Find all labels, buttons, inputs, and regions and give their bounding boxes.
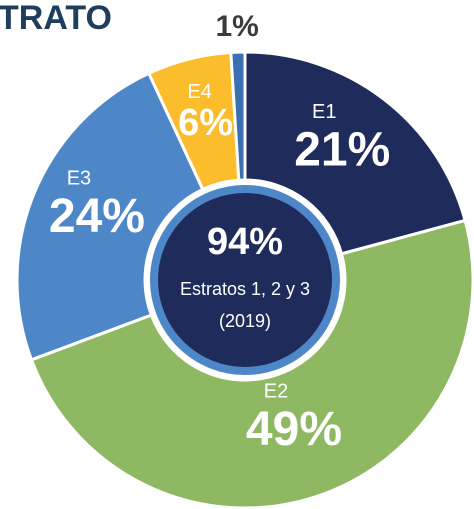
category-label: E2 [264,381,288,403]
center-text: Estratos 1, 2 y 3 [180,279,310,299]
donut-slice [229,50,247,182]
center-ring [150,185,340,375]
value-label: 1% [215,10,258,43]
chart-title: TRATO [0,0,112,37]
donut-slice [29,218,474,509]
donut-slice [243,50,467,256]
value-label: 6% [178,102,233,144]
value-label: 21% [294,124,390,177]
category-label: E1 [312,101,336,123]
value-label: 24% [49,190,145,243]
center-text: 94% [207,221,283,263]
value-label: 49% [246,403,342,456]
donut-slice [15,71,205,362]
center-text: (2019) [219,311,271,331]
category-label: E3 [67,168,91,190]
category-label: E4 [187,81,211,103]
